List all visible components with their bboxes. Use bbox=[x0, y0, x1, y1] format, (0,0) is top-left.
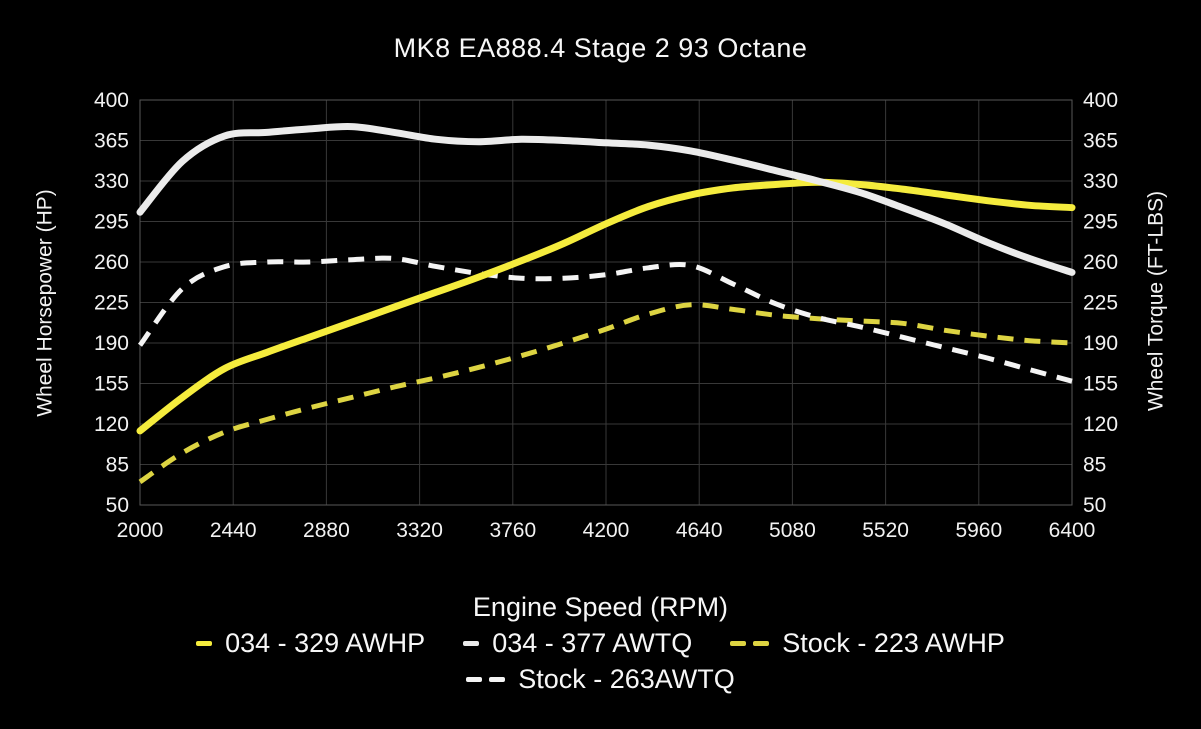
gridlines bbox=[139, 99, 1073, 506]
y-tick-label-right: 120 bbox=[1083, 413, 1118, 436]
y-tick-label-right: 295 bbox=[1083, 211, 1118, 234]
legend-dash-icon bbox=[730, 641, 747, 646]
chart-title: MK8 EA888.4 Stage 2 93 Octane bbox=[393, 33, 808, 63]
x-tick-label: 5080 bbox=[769, 519, 816, 542]
legend-row-1: Stock - 263AWTQ bbox=[0, 664, 1201, 695]
series-line-stock-223-awhp bbox=[138, 302, 1073, 484]
legend-item-034-329-awhp: 034 - 329 AWHP bbox=[196, 628, 425, 659]
y-tick-label-right: 330 bbox=[1083, 170, 1118, 193]
tick-labels: 400 400 365 365 330 330 295 295 260 260 225 225 190 1… bbox=[94, 89, 1118, 542]
x-tick-label: 2440 bbox=[210, 519, 257, 542]
y-tick-label-right: 225 bbox=[1083, 292, 1118, 315]
legend-label: Stock - 263AWTQ bbox=[518, 664, 735, 694]
x-tick-label: 2880 bbox=[303, 519, 350, 542]
y-tick-label-right: 190 bbox=[1083, 332, 1118, 355]
y-tick-label-right: 260 bbox=[1083, 251, 1118, 274]
y-tick-label-left: 190 bbox=[94, 332, 129, 355]
y-tick-label-right: 85 bbox=[1083, 454, 1106, 477]
y-tick-label-right: 155 bbox=[1083, 373, 1118, 396]
series-line-034-377-awtq bbox=[136, 122, 1076, 276]
y-tick-label-left: 295 bbox=[94, 211, 129, 234]
legend-item-stock-263awtq: Stock - 263AWTQ bbox=[466, 664, 735, 695]
legend-label: 034 - 377 AWTQ bbox=[492, 628, 693, 658]
legend-dash-icon bbox=[196, 641, 213, 646]
legend-label: Stock - 223 AWHP bbox=[782, 628, 1005, 658]
series-line-034-329-awhp bbox=[136, 178, 1076, 435]
series-line-stock-263awtq bbox=[137, 255, 1073, 384]
legend-dash-icon bbox=[466, 677, 483, 682]
legend-row-0: 034 - 329 AWHP 034 - 377 AWTQ Stock - 223 … bbox=[0, 628, 1201, 659]
x-tick-label: 3760 bbox=[489, 519, 536, 542]
y-tick-label-right: 400 bbox=[1083, 89, 1118, 112]
y-tick-label-left: 120 bbox=[94, 413, 129, 436]
solid-line-marker-icon bbox=[196, 641, 213, 646]
y-tick-label-left: 225 bbox=[94, 292, 129, 315]
x-tick-label: 4200 bbox=[583, 519, 630, 542]
y-tick-label-left: 50 bbox=[106, 494, 129, 517]
y-tick-label-left: 400 bbox=[94, 89, 129, 112]
x-tick-label: 2000 bbox=[117, 519, 164, 542]
x-axis-title: Engine Speed (RPM) bbox=[472, 592, 729, 622]
legend-dash-icon bbox=[753, 641, 770, 646]
y-tick-label-left: 365 bbox=[94, 130, 129, 153]
x-tick-label: 3320 bbox=[396, 519, 443, 542]
x-tick-label: 5520 bbox=[862, 519, 909, 542]
legend-label: 034 - 329 AWHP bbox=[225, 628, 426, 658]
y-tick-label-left: 330 bbox=[94, 170, 129, 193]
legend-dash-icon bbox=[489, 677, 506, 682]
y-tick-label-right: 50 bbox=[1083, 494, 1106, 517]
x-tick-label: 5960 bbox=[955, 519, 1002, 542]
plot-border bbox=[139, 99, 1073, 506]
y-tick-label-left: 260 bbox=[94, 251, 129, 274]
x-tick-label: 4640 bbox=[676, 519, 723, 542]
y-tick-label-left: 85 bbox=[106, 454, 129, 477]
x-tick-label: 6400 bbox=[1049, 519, 1096, 542]
legend-item-stock-223-awhp: Stock - 223 AWHP bbox=[730, 628, 1005, 659]
y-tick-label-right: 365 bbox=[1083, 130, 1118, 153]
dashed-line-marker-icon bbox=[466, 677, 506, 682]
solid-line-marker-icon bbox=[463, 641, 480, 646]
y-tick-label-left: 155 bbox=[94, 373, 129, 396]
legend-item-034-377-awtq: 034 - 377 AWTQ bbox=[463, 628, 692, 659]
legend-dash-icon bbox=[463, 641, 480, 646]
dashed-line-marker-icon bbox=[730, 641, 770, 646]
